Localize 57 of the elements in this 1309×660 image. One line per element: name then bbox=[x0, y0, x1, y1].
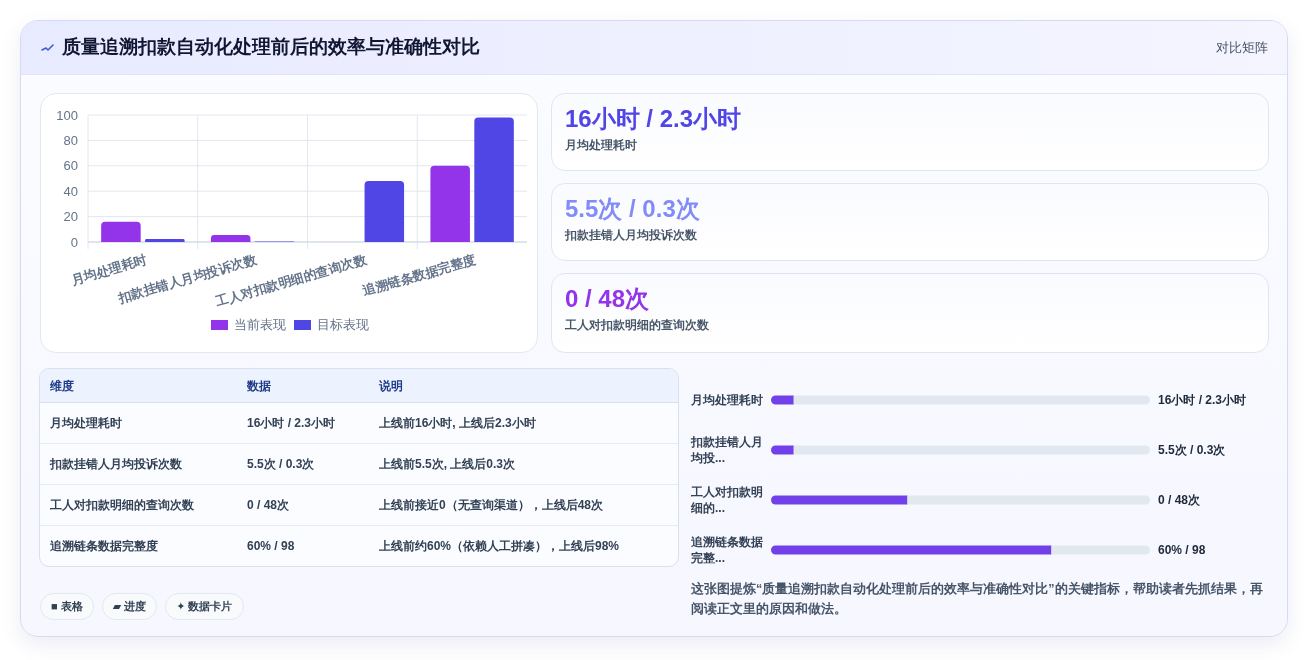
text: 上线前接近0（无查询渠道），上线后48次 bbox=[379, 498, 604, 512]
bar bbox=[210, 235, 251, 242]
category-label: 追溯链条数据完整度 bbox=[50, 539, 158, 553]
text: 16小时 / 2.3小时 bbox=[565, 104, 742, 134]
y-tick-label: 60 bbox=[63, 158, 78, 174]
category-label: 月均处理耗时 bbox=[50, 416, 122, 430]
text: 5.5次 / 0.3次 bbox=[1158, 443, 1227, 457]
bar bbox=[793, 445, 1150, 455]
category-label: 工人对扣款明细的查询次数 bbox=[50, 498, 194, 512]
bar bbox=[907, 495, 1150, 505]
text: 对比矩阵 bbox=[1216, 40, 1268, 57]
text: 上线前约60%（依赖人工拼凑），上线后98% bbox=[379, 539, 620, 553]
text: 5.5次 / 0.3次 bbox=[565, 194, 700, 224]
text: 月均处理耗时 bbox=[565, 138, 637, 153]
bar bbox=[145, 239, 185, 242]
y-tick-label: 100 bbox=[56, 107, 78, 123]
text: 0 / 48次 bbox=[1158, 493, 1202, 507]
bar bbox=[771, 495, 908, 505]
text: 60% / 98 bbox=[247, 539, 295, 553]
category-label: 说明 bbox=[379, 378, 403, 394]
text: ✦ 数据卡片 bbox=[165, 593, 244, 620]
y-tick-label: 80 bbox=[63, 132, 78, 148]
y-tick-label: 追溯链条数据完整... bbox=[690, 535, 763, 565]
bar bbox=[101, 221, 141, 242]
text: 0 / 48次 bbox=[565, 284, 650, 314]
text: ▰ 进度 bbox=[101, 593, 158, 620]
text: 上线前5.5次, 上线后0.3次 bbox=[379, 457, 516, 471]
text: 质量追溯扣款自动化处理前后的效率与准确性对比 bbox=[62, 35, 480, 59]
text: 这张图提炼“质量追溯扣款自动化处理前后的效率与准确性对比”的关键指标，帮助读者先抓结果，再阅读正文里的原因和做法。 bbox=[691, 581, 1264, 618]
text: 16小时 / 2.3小时 bbox=[247, 416, 336, 430]
bar bbox=[364, 181, 405, 242]
text: 工人对扣款明细的查询次数 bbox=[565, 318, 709, 333]
text: ■ 表格 bbox=[40, 593, 94, 620]
y-tick-label: 0 bbox=[70, 234, 78, 250]
category-label: 维度 bbox=[50, 378, 74, 394]
y-tick-label: 40 bbox=[63, 183, 78, 199]
bar bbox=[793, 395, 1150, 405]
bar bbox=[771, 445, 794, 455]
y-tick-label: 月均处理耗时 bbox=[690, 393, 763, 407]
bar bbox=[474, 117, 514, 242]
bar bbox=[430, 165, 470, 242]
text: 5.5次 / 0.3次 bbox=[247, 457, 315, 471]
text: 0 / 48次 bbox=[247, 498, 290, 512]
bar bbox=[771, 395, 794, 405]
legend-label: 当前表现 bbox=[234, 318, 286, 332]
bar bbox=[771, 545, 1052, 555]
y-tick-label: 工人对扣款明细的... bbox=[690, 485, 763, 515]
y-tick-label: 扣款挂错人月均投... bbox=[690, 435, 763, 465]
text: 上线前16小时, 上线后2.3小时 bbox=[379, 416, 536, 430]
text: 16小时 / 2.3小时 bbox=[1158, 393, 1247, 407]
text: 60% / 98 bbox=[1158, 543, 1206, 557]
text: 扣款挂错人月均投诉次数 bbox=[565, 228, 697, 243]
category-label: 数据 bbox=[247, 378, 271, 394]
y-tick-label: 20 bbox=[63, 209, 78, 225]
legend-label: 目标表现 bbox=[317, 318, 369, 332]
category-label: 扣款挂错人月均投诉次数 bbox=[50, 457, 182, 471]
bar bbox=[1051, 545, 1150, 555]
